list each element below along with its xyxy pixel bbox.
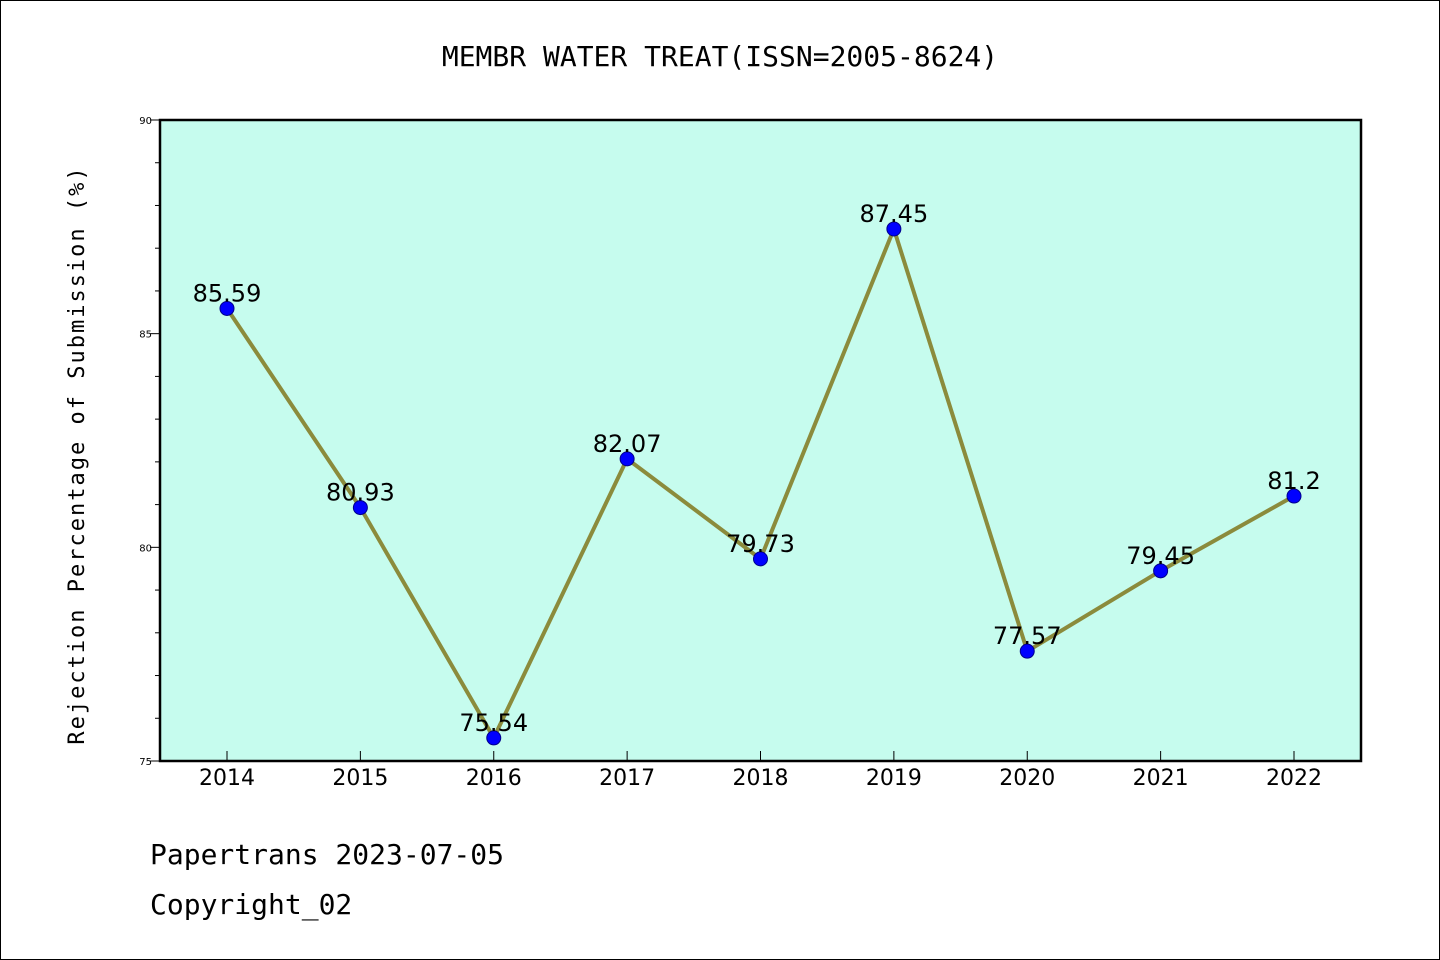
y-axis: 75 80 85 90: [139, 116, 160, 768]
data-point: [753, 551, 768, 567]
data-points: [219, 221, 1302, 746]
data-point: [219, 300, 235, 316]
x-tick-label: 2021: [1133, 766, 1189, 791]
data-point: [1153, 563, 1169, 579]
data-point: [486, 730, 502, 746]
data-label: 85.59: [193, 279, 262, 307]
data-label: 79.45: [1126, 542, 1195, 570]
x-axis: 2014 2015 2016 2017 2018 2019 2020 2021 2022: [199, 751, 1322, 791]
y-axis-label: Rejection Percentage of Submission (%): [65, 165, 90, 744]
plot-area: [158, 118, 1363, 763]
data-label: 75.54: [459, 709, 528, 737]
data-label: 82.07: [593, 430, 662, 458]
x-tick-label: 2022: [1266, 766, 1322, 791]
footer-date: Papertrans 2023-07-05: [150, 838, 504, 871]
x-tick-label: 2016: [466, 766, 522, 791]
data-label: 80.93: [326, 479, 395, 507]
data-point: [619, 451, 635, 467]
data-point: [1019, 643, 1035, 659]
data-label: 79.73: [726, 530, 795, 558]
x-tick-label: 2014: [199, 766, 255, 791]
data-point: [886, 221, 902, 237]
data-label: 81.2: [1267, 467, 1320, 495]
data-label: 87.45: [860, 200, 929, 228]
x-tick-label: 2015: [332, 766, 388, 791]
data-labels: 85.59 80.93 75.54 82.07 79.73 87.45 77.57 79.45…: [193, 200, 1321, 737]
y-tick-label: 75: [139, 757, 152, 768]
y-tick-label: 90: [139, 116, 152, 127]
chart-title: MEMBR WATER TREAT(ISSN=2005-8624): [442, 40, 998, 73]
x-tick-label: 2020: [999, 766, 1055, 791]
y-tick-label: 85: [139, 330, 152, 341]
data-label: 77.57: [993, 622, 1062, 650]
x-tick-label: 2018: [733, 766, 789, 791]
footer-copyright: Copyright_02: [150, 888, 352, 922]
data-point: [1286, 488, 1302, 504]
data-point: [352, 500, 368, 516]
y-tick-label: 80: [139, 543, 152, 554]
x-tick-label: 2017: [599, 766, 655, 791]
x-tick-label: 2019: [866, 766, 922, 791]
